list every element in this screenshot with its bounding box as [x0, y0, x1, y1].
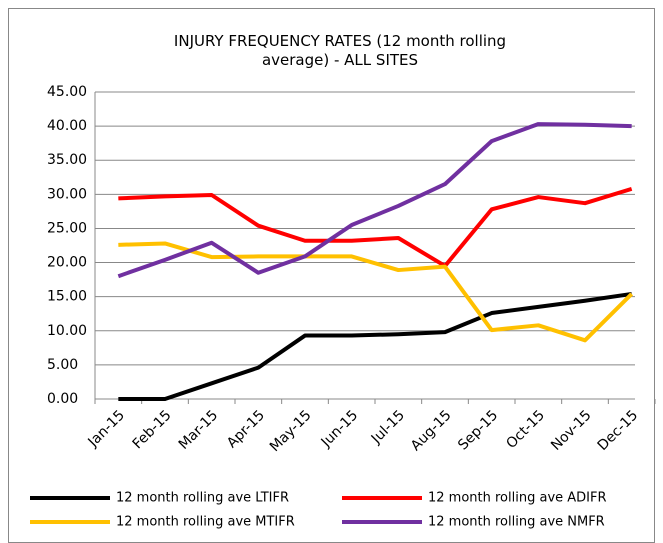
line-series	[118, 241, 634, 343]
line-series	[118, 186, 633, 268]
chart-title: INJURY FREQUENCY RATES (12 month rolling…	[173, 32, 507, 69]
chart-border	[8, 8, 655, 543]
y-tick-label: 5.00	[47, 357, 78, 373]
y-tick-label: 30.00	[47, 186, 87, 202]
legend-label: 12 month rolling ave NMFR	[428, 515, 605, 530]
y-tick-label: 0.00	[47, 391, 78, 407]
y-tick-label: 35.00	[47, 152, 87, 168]
y-tick-label: 25.00	[47, 220, 87, 236]
y-tick-label: 40.00	[47, 118, 87, 134]
y-tick-label: 15.00	[47, 289, 87, 305]
legend-label: 12 month rolling ave LTIFR	[116, 491, 289, 506]
legend-label: 12 month rolling ave MTIFR	[116, 515, 295, 530]
y-tick-label: 45.00	[47, 84, 87, 100]
y-tick-label: 10.00	[47, 323, 87, 339]
y-tick-label: 20.00	[47, 255, 87, 271]
line-series	[118, 291, 632, 401]
line-series	[117, 122, 632, 279]
legend-label: 12 month rolling ave ADIFR	[428, 491, 607, 506]
